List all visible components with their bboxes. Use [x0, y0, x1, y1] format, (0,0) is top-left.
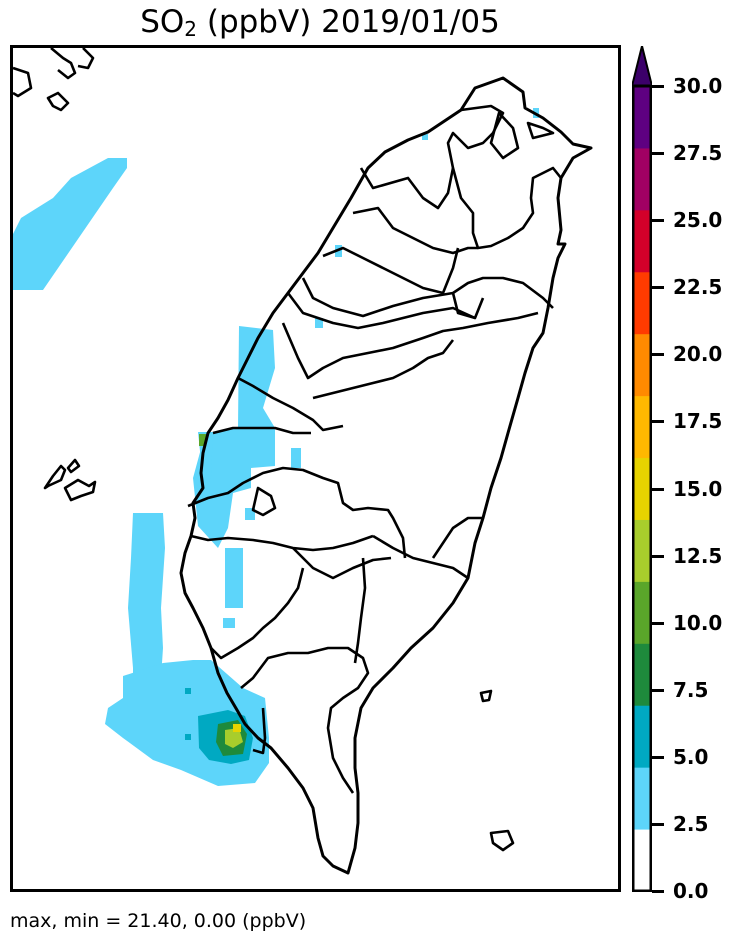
colorbar-tick-mark: [652, 219, 664, 223]
map-canvas: [13, 48, 593, 875]
colorbar-tick-label: 10.0: [673, 610, 723, 635]
colorbar-tick-mark: [652, 755, 664, 759]
colorbar-tick-mark: [652, 152, 664, 156]
colorbar-tick-mark: [652, 353, 664, 357]
core-pixel-b: [185, 734, 191, 740]
colorbar-segments: [633, 86, 651, 892]
colorbar-segment: [633, 271, 651, 335]
colorbar-tick-label: 2.5: [673, 811, 709, 836]
offshore-islands: [13, 48, 515, 852]
colorbar-tick-label: 27.5: [673, 141, 723, 166]
colorbar-segment: [633, 209, 651, 273]
taiwan-coastline: [179, 76, 593, 875]
map-title: SO2 (ppbV) 2019/01/05: [140, 4, 500, 41]
colorbar-tick-label: 15.0: [673, 476, 723, 501]
green-island: [479, 689, 493, 703]
penghu-islands: [43, 458, 97, 502]
colorbar-tick-label: 12.5: [673, 543, 723, 568]
colorbar-segment: [633, 581, 651, 644]
colorbar-segment: [633, 457, 651, 520]
colorbar-tick-mark: [652, 286, 664, 290]
colorbar-tick-label: 20.0: [673, 342, 723, 367]
colorbar-tick-label: 25.0: [673, 208, 723, 233]
fujian-coast: [13, 48, 95, 112]
colorbar-tick-mark: [652, 85, 664, 88]
plume-northwest: [13, 158, 127, 290]
colorbar-tick-mark: [652, 621, 664, 625]
colorbar-tick-mark: [652, 420, 664, 424]
core-peak: [233, 724, 241, 732]
colorbar-segment: [633, 333, 651, 397]
colorbar-segment: [633, 147, 651, 211]
colorbar-tick-label: 17.5: [673, 409, 723, 434]
orchid-island: [489, 829, 515, 852]
colorbar-segment: [633, 86, 651, 149]
concentration-field: [13, 108, 539, 786]
colorbar-segment: [633, 705, 651, 768]
concentration-core: [185, 434, 253, 764]
colorbar-segment: [633, 643, 651, 706]
plume-inland-small: [225, 548, 243, 608]
core-level-6: [225, 728, 243, 748]
core-pixel-a: [185, 688, 191, 694]
colorbar-tick-mark: [652, 822, 664, 826]
colorbar-segment: [633, 395, 651, 459]
colorbar-segment: [633, 767, 651, 830]
core-pixel-c: [199, 434, 206, 446]
colorbar-tick-label: 30.0: [673, 74, 723, 98]
colorbar-tick-mark: [652, 554, 664, 558]
colorbar: [632, 46, 652, 892]
colorbar-tick-label: 22.5: [673, 275, 723, 300]
max-min-label: max, min = 21.40, 0.00 (ppbV): [10, 910, 307, 932]
colorbar-segment: [633, 519, 651, 582]
colorbar-tick-mark: [652, 688, 664, 692]
colorbar-extend-arrow: [632, 46, 652, 87]
colorbar-tick-label: 5.0: [673, 744, 709, 769]
colorbar-frame: [632, 84, 652, 892]
county-boundaries: [187, 104, 563, 794]
plume-central-coast: [193, 326, 275, 548]
plume-west-lower: [128, 513, 165, 708]
colorbar-tick-label: 7.5: [673, 677, 709, 702]
colorbar-segment: [633, 829, 651, 892]
colorbar-tick-mark: [652, 487, 664, 491]
colorbar-tick-mark: [652, 890, 664, 893]
map-panel: [10, 45, 621, 892]
colorbar-tick-label: 0.0: [673, 879, 709, 903]
